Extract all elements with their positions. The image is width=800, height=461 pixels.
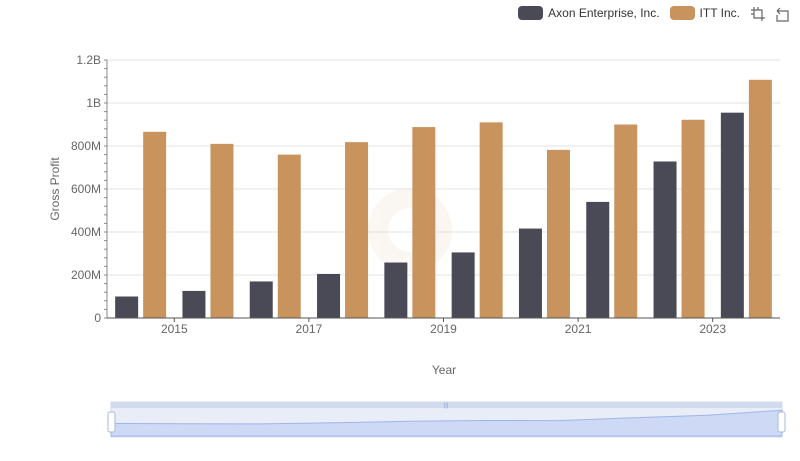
bar-axon-2022[interactable]: [653, 161, 677, 318]
x-tick-label: 2015: [161, 322, 188, 336]
bar-axon-2015[interactable]: [182, 290, 206, 318]
legend-item-itt[interactable]: ITT Inc.: [669, 6, 740, 20]
restore-icon[interactable]: [774, 6, 790, 22]
slider-preview-area: [110, 409, 783, 437]
bar-axon-2020[interactable]: [518, 228, 542, 318]
bar-axon-2018[interactable]: [384, 262, 408, 318]
bar-axon-2023[interactable]: [720, 112, 744, 318]
data-zoom-slider[interactable]: |||: [107, 401, 786, 438]
y-tick-label: 200M: [71, 268, 101, 282]
legend-swatch-axon: [518, 6, 544, 20]
bar-itt-2015[interactable]: [210, 143, 234, 318]
bar-itt-2022[interactable]: [681, 119, 705, 319]
chart-legend: Axon Enterprise, Inc. ITT Inc.: [518, 4, 740, 22]
y-tick-label: 600M: [71, 182, 101, 196]
watermark-logo: [368, 188, 452, 272]
zoom-icon[interactable]: [750, 6, 766, 22]
bar-axon-2016[interactable]: [249, 281, 273, 318]
legend-swatch-itt: [669, 6, 695, 20]
bar-itt-2018[interactable]: [412, 127, 436, 318]
y-axis: 0 200M 400M 600M 800M 1B 1.2B: [71, 53, 108, 325]
x-tick-label: 2023: [699, 322, 726, 336]
bar-axon-2017[interactable]: [317, 273, 341, 318]
x-axis: 2015 2017 2019 2021 2023: [107, 317, 780, 336]
x-axis-title: Year: [432, 363, 456, 377]
bar-itt-2016[interactable]: [277, 154, 301, 318]
bar-axon-2021[interactable]: [586, 201, 610, 318]
y-tick-label: 0: [94, 311, 101, 325]
legend-label-axon: Axon Enterprise, Inc.: [548, 6, 660, 20]
slider-handle-right[interactable]: [777, 411, 786, 433]
grid-lines: [107, 59, 780, 319]
slider-handle-left[interactable]: [107, 411, 116, 433]
bar-axon-2019[interactable]: [451, 252, 475, 318]
legend-label-itt: ITT Inc.: [699, 6, 740, 20]
bar-itt-2014[interactable]: [143, 131, 167, 318]
y-axis-title: Gross Profit: [48, 157, 62, 221]
y-tick-label: 800M: [71, 139, 101, 153]
bar-itt-2019[interactable]: [479, 122, 503, 318]
bar-axon-2014[interactable]: [115, 296, 139, 319]
bars: [115, 79, 772, 319]
y-tick-label: 1.2B: [76, 53, 101, 67]
legend-item-axon[interactable]: Axon Enterprise, Inc.: [518, 6, 660, 20]
y-tick-label: 400M: [71, 225, 101, 239]
bar-itt-2021[interactable]: [614, 124, 638, 319]
x-tick-label: 2021: [565, 322, 592, 336]
y-tick-label: 1B: [86, 96, 101, 110]
bar-itt-2020[interactable]: [546, 149, 570, 318]
x-tick-label: 2019: [430, 322, 457, 336]
bar-itt-2017[interactable]: [345, 142, 369, 318]
chart-toolbox: [750, 6, 790, 22]
x-tick-label: 2017: [296, 322, 323, 336]
slider-grip-icon[interactable]: |||: [444, 403, 449, 409]
slider-top-bar[interactable]: [111, 402, 782, 408]
bar-itt-2023[interactable]: [748, 79, 772, 318]
